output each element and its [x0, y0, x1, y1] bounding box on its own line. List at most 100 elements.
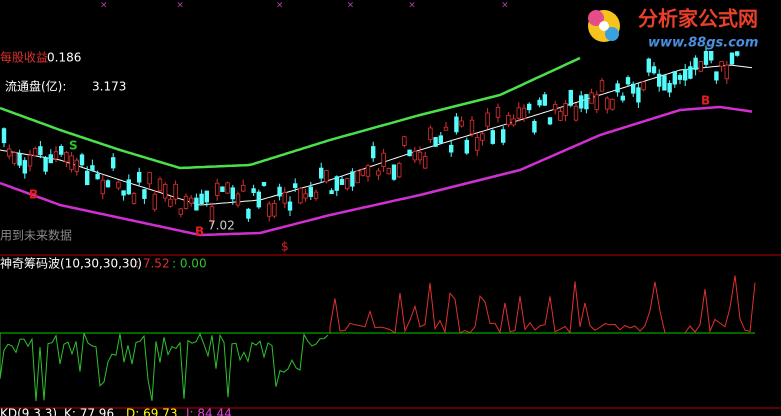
- candle-body: [194, 197, 199, 211]
- candle-body: [625, 77, 631, 85]
- candle-body: [527, 103, 532, 111]
- candle-body: [59, 146, 64, 155]
- candle-body: [235, 193, 241, 206]
- candle-body: [116, 181, 121, 189]
- candle-body: [438, 135, 443, 144]
- candle-body: [719, 61, 724, 67]
- candle-body: [22, 160, 27, 174]
- candle-body: [646, 58, 651, 73]
- candle-body: [735, 51, 740, 56]
- j-value: J: 84.44: [185, 407, 232, 416]
- candle-body: [662, 75, 667, 91]
- candle-body: [48, 154, 53, 164]
- candle-body: [131, 193, 137, 204]
- candle-body: [136, 171, 142, 183]
- candle-body: [589, 92, 594, 104]
- warning-text: 用到未来数据: [0, 228, 72, 243]
- candle-body: [225, 182, 230, 194]
- candle-body: [677, 75, 683, 80]
- candle-body: [173, 183, 178, 200]
- candle-body: [344, 178, 350, 190]
- candle-body: [204, 190, 209, 203]
- logo-petal: [605, 27, 619, 41]
- candle-body: [480, 133, 485, 141]
- candle-body: [500, 129, 506, 143]
- candle-body: [105, 180, 111, 188]
- float-value: 3.173: [92, 80, 126, 94]
- candle-body: [121, 190, 126, 196]
- marker-x: ×: [408, 1, 416, 11]
- candle-body: [79, 154, 85, 166]
- candle-body: [724, 64, 729, 80]
- candle-body: [568, 89, 573, 106]
- candle-body: [329, 190, 334, 195]
- candle-body: [272, 203, 277, 217]
- candle-body: [454, 116, 459, 133]
- candle-body: [355, 170, 360, 184]
- candle-body: [599, 80, 605, 92]
- candle-body: [407, 149, 412, 157]
- candle-body: [95, 173, 100, 180]
- candle-body: [339, 179, 345, 185]
- candle-body: [547, 117, 553, 125]
- candle-body: [417, 151, 423, 161]
- candle-body: [74, 159, 79, 172]
- candle-body: [90, 165, 95, 171]
- candle-body: [714, 71, 719, 81]
- candle-body: [370, 146, 376, 159]
- candle-body: [183, 195, 189, 209]
- oscillator-negative: [0, 332, 329, 402]
- candle-body: [693, 57, 698, 70]
- candle-body: [256, 191, 261, 208]
- candle-body: [282, 192, 287, 204]
- marker-x: ×: [501, 1, 509, 11]
- candle-body: [490, 130, 495, 144]
- candle-body: [168, 198, 173, 207]
- candle-body: [563, 103, 568, 116]
- candle-body: [27, 154, 33, 167]
- candle-body: [147, 172, 152, 185]
- candle-body: [511, 118, 516, 126]
- candle-body: [443, 126, 449, 131]
- candle-body: [292, 183, 298, 189]
- candle-body: [334, 176, 339, 191]
- candle-body: [33, 148, 38, 156]
- candle-body: [412, 150, 417, 161]
- candle-body: [605, 97, 610, 110]
- candle-body: [558, 111, 563, 121]
- candle-body: [53, 151, 59, 160]
- indicator-value: : 0.00: [172, 257, 207, 271]
- candle-body: [142, 189, 147, 199]
- candle-body: [1, 128, 7, 144]
- candle-body: [495, 106, 501, 118]
- logo-petal: [588, 10, 604, 26]
- candle-body: [277, 186, 282, 197]
- candle-body: [376, 170, 381, 176]
- candle-body: [350, 171, 355, 187]
- dollar-mark: $: [281, 240, 289, 254]
- candle-body: [360, 169, 365, 176]
- candle-body: [396, 163, 402, 178]
- candle-body: [365, 165, 371, 177]
- candle-body: [542, 94, 547, 106]
- candle-body: [261, 182, 267, 186]
- d-value: D: 69.73: [126, 407, 177, 416]
- candle-body: [38, 146, 43, 156]
- candle-body: [657, 73, 662, 87]
- candle-body: [162, 184, 168, 199]
- indicator-name: 神奇筹码波(10,30,30,30): [0, 257, 142, 271]
- marker-x: ×: [176, 1, 184, 11]
- candle-body: [584, 94, 589, 110]
- candle-body: [391, 164, 397, 180]
- candle-body: [636, 87, 641, 103]
- candle-body: [485, 112, 490, 127]
- kdj-label: KD(9,3,3): [0, 407, 57, 416]
- candle-body: [308, 186, 313, 197]
- candle-body: [402, 136, 407, 146]
- candle-body: [313, 191, 319, 199]
- candle-body: [100, 179, 105, 195]
- candle-body: [428, 127, 433, 141]
- candle-body: [246, 208, 251, 219]
- logo: 分析家公式网 www.88gs.com: [588, 7, 758, 51]
